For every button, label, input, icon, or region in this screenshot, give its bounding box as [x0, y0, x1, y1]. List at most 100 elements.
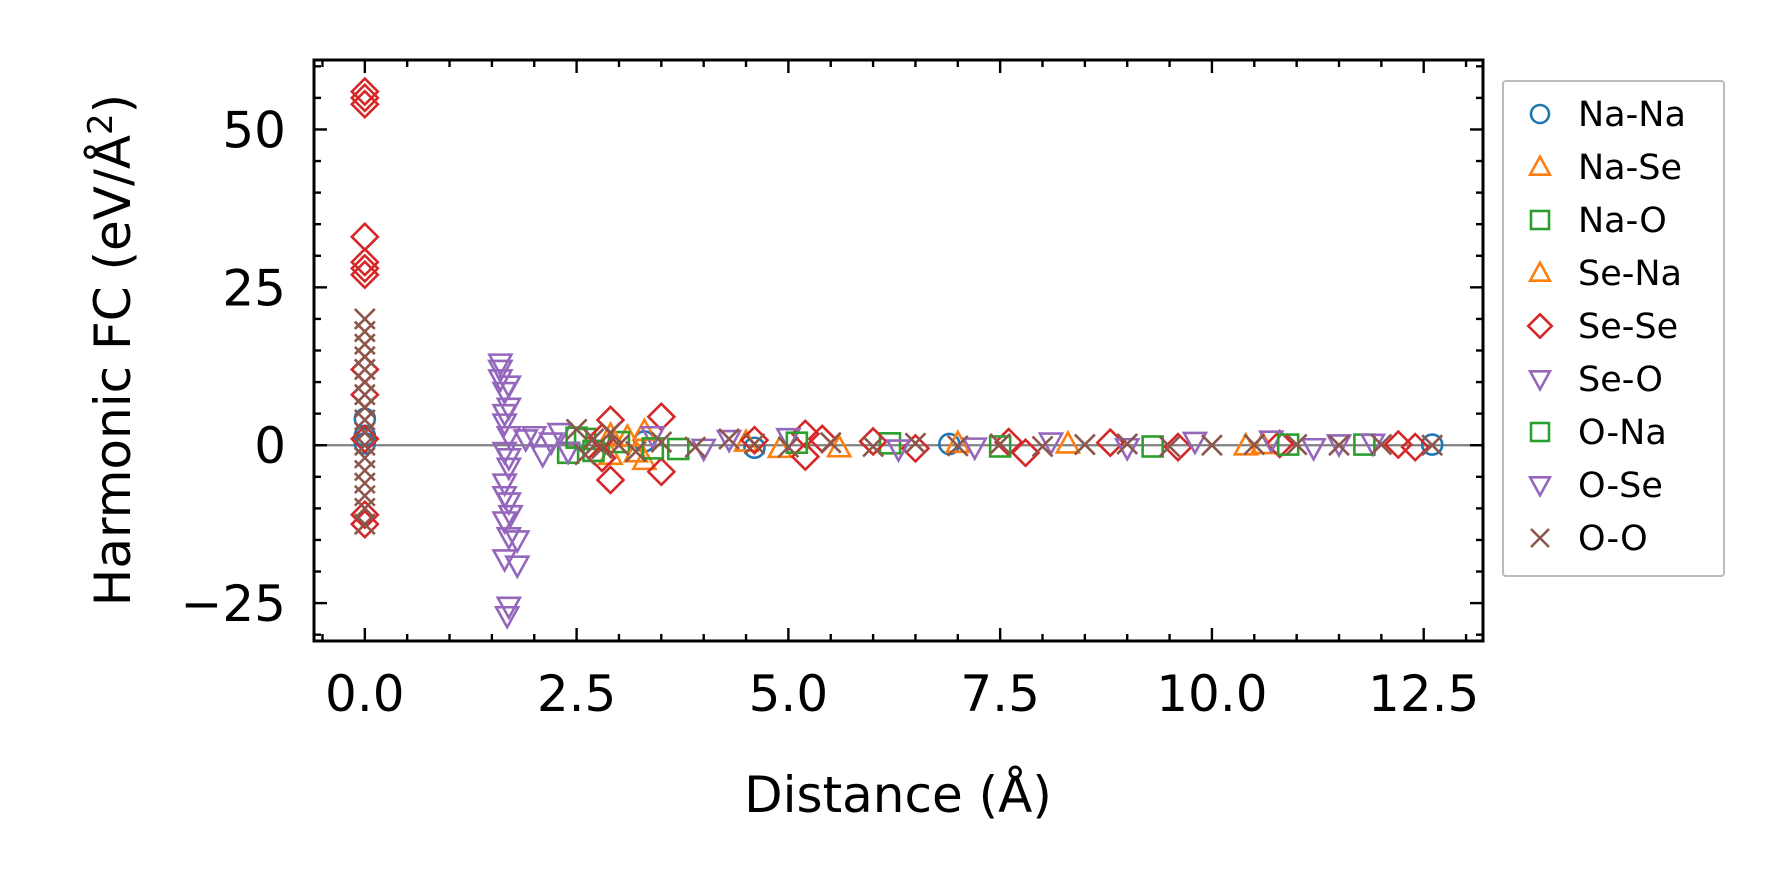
- data-point: [1383, 429, 1414, 460]
- data-point: [775, 427, 802, 452]
- data-point: [1031, 435, 1054, 458]
- data-point: [537, 432, 565, 457]
- data-point: [349, 424, 380, 454]
- data-point: [491, 511, 518, 536]
- data-point: [1163, 432, 1193, 462]
- data-point: [349, 499, 380, 530]
- y-axis-label: Harmonic FC (eV/Å2): [81, 94, 142, 606]
- legend-item-na-na: Na-Na: [1529, 95, 1686, 135]
- data-point: [646, 456, 677, 487]
- data-point: [504, 555, 531, 580]
- legend-marker: [1530, 528, 1550, 548]
- data-point: [491, 403, 518, 428]
- data-point: [777, 436, 800, 459]
- data-point: [1158, 435, 1181, 458]
- data-point: [491, 485, 518, 510]
- data-point: [497, 504, 524, 529]
- y-axis-label-close: ): [84, 94, 142, 114]
- data-point: [353, 497, 376, 520]
- data-point: [1285, 433, 1308, 456]
- legend-item-na-o: Na-O: [1529, 201, 1667, 241]
- data-point: [349, 247, 380, 277]
- data-point: [591, 437, 613, 460]
- data-point: [1243, 433, 1266, 456]
- data-point: [1370, 433, 1393, 456]
- legend-item-o-se: O-Se: [1527, 466, 1663, 506]
- legend-label: Na-Na: [1578, 95, 1686, 135]
- y-axis-label-superscript: 2: [81, 113, 121, 135]
- data-point: [595, 465, 626, 495]
- data-point: [521, 425, 548, 450]
- data-point: [743, 436, 766, 460]
- x-tick-label: 12.5: [1368, 665, 1479, 723]
- data-point: [529, 444, 556, 469]
- data-point: [785, 431, 809, 455]
- data-point: [743, 433, 766, 455]
- data-point: [349, 89, 380, 120]
- data-point: [989, 433, 1012, 455]
- data-point: [554, 441, 582, 466]
- y-tick-label: 50: [222, 101, 286, 159]
- data-point: [614, 422, 641, 447]
- data-point: [641, 437, 665, 460]
- data-point: [961, 437, 988, 462]
- y-tick-label: 0: [254, 417, 286, 475]
- data-point: [349, 509, 380, 540]
- series-o-o: [353, 308, 1444, 536]
- x-tick-label: 0.0: [325, 665, 405, 723]
- legend-marker: [1527, 153, 1553, 176]
- data-point: [487, 359, 514, 384]
- data-point: [495, 425, 523, 450]
- data-point: [1054, 429, 1082, 454]
- data-point: [1073, 433, 1096, 456]
- data-point: [608, 434, 630, 457]
- data-point: [495, 375, 523, 400]
- legend-label: Se-Se: [1578, 307, 1678, 347]
- data-point: [1181, 431, 1209, 456]
- legend-marker: [1529, 209, 1551, 231]
- legend-label: O-Se: [1578, 466, 1663, 506]
- legend-label: Na-Se: [1578, 148, 1682, 188]
- y-tick-label: 25: [222, 259, 286, 317]
- data-point: [1325, 434, 1353, 459]
- legend-item-o-na: O-Na: [1529, 413, 1667, 453]
- data-point: [349, 83, 380, 113]
- legend-marker: [1526, 312, 1554, 340]
- legend-label: O-O: [1578, 519, 1648, 559]
- data-point: [946, 434, 969, 457]
- data-point: [504, 530, 531, 555]
- data-point: [715, 429, 743, 454]
- x-axis-label: Distance (Å): [744, 766, 1052, 824]
- data-point: [1300, 437, 1327, 462]
- legend-item-se-o: Se-O: [1527, 360, 1663, 400]
- data-point: [684, 436, 707, 459]
- data-point: [650, 431, 673, 453]
- legend-marker: [1527, 370, 1553, 393]
- legend-marker: [1529, 421, 1551, 443]
- data-point: [487, 369, 514, 394]
- data-point: [1141, 435, 1164, 458]
- legend-label: Se-O: [1578, 360, 1663, 400]
- x-tick-label: 2.5: [537, 665, 617, 723]
- data-point: [493, 605, 521, 630]
- data-point: [622, 438, 650, 463]
- data-point: [1421, 434, 1444, 457]
- data-point: [487, 353, 514, 378]
- x-tick-label: 10.0: [1156, 665, 1267, 723]
- legend-item-se-se: Se-Se: [1526, 307, 1678, 347]
- y-axis-label-main: Harmonic FC (eV/Å: [84, 135, 142, 606]
- data-point: [349, 253, 380, 284]
- data-point: [491, 413, 518, 438]
- data-point: [904, 432, 927, 455]
- data-point: [495, 448, 523, 473]
- data-point: [1010, 437, 1041, 468]
- data-point: [631, 417, 658, 442]
- legend: Na-Na Na-Se Na-O Se-Na Se-Se Se-O O-Na O-Se O-O: [1502, 80, 1725, 577]
- series-o-se: [487, 359, 1353, 580]
- data-point: [1420, 433, 1444, 456]
- legend-item-o-o: O-O: [1530, 519, 1648, 559]
- x-tick-label: 7.5: [960, 665, 1040, 723]
- data-point: [353, 513, 376, 536]
- data-point: [1264, 429, 1295, 459]
